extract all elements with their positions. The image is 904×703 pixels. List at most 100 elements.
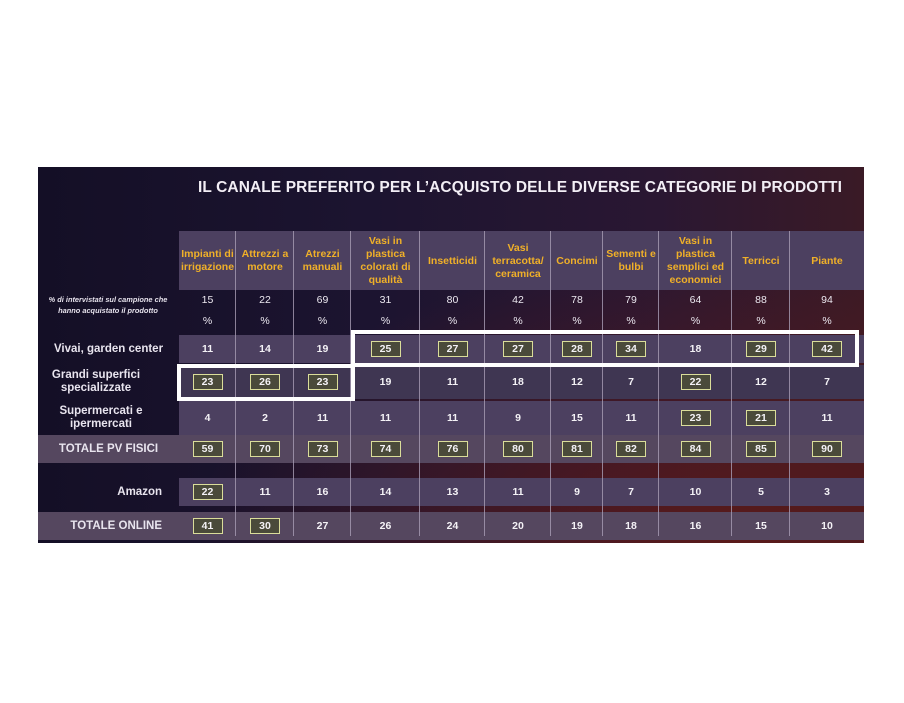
table-cell: 11	[603, 401, 659, 435]
table-cell: 2	[236, 401, 294, 435]
cell-value: 7	[628, 376, 634, 388]
cell-value: 70	[250, 441, 280, 457]
table-cell: 12	[732, 365, 790, 399]
cell-value: 28	[562, 341, 592, 357]
table-cell: 4	[179, 401, 236, 435]
column-header: Vasi in plastica semplici ed economici	[666, 235, 725, 286]
table-cell: 28	[551, 335, 603, 363]
column-header: Vasi terracotta/ ceramica	[492, 241, 544, 280]
table-cell: 81	[551, 435, 603, 463]
cell-value: 73	[307, 441, 338, 457]
cell-value: 12	[571, 376, 583, 388]
cell-value: 13	[446, 486, 459, 498]
table-cell: 9	[485, 401, 551, 435]
table-cell: 25	[351, 335, 420, 363]
sample-share-value: 31	[379, 294, 392, 306]
cell-value: 19	[571, 520, 583, 532]
table-cell: 3	[790, 478, 864, 506]
cell-value: 22	[680, 374, 711, 390]
table-cell: 7	[603, 478, 659, 506]
table-cell: 22	[179, 478, 236, 506]
table-cell: 10	[790, 512, 864, 540]
sample-share-value: 80	[446, 294, 459, 306]
cell-value: 18	[512, 376, 524, 388]
sample-share-value: 94	[821, 294, 833, 306]
table-cell: 5	[732, 478, 790, 506]
cell-value: 9	[515, 412, 521, 424]
column-divider	[235, 231, 236, 536]
column-header: Attrezzi a motore	[241, 248, 289, 273]
cell-value: 12	[755, 376, 767, 388]
cell-value: 27	[316, 520, 329, 532]
cell-value: 85	[746, 441, 776, 457]
cell-value: 41	[192, 518, 223, 534]
cell-value: 19	[316, 343, 329, 355]
cell-value: 16	[689, 520, 702, 532]
table-cell: 85	[732, 435, 790, 463]
cell-value: 23	[680, 410, 711, 426]
row-label: Vivai, garden center	[53, 342, 164, 355]
table-cell: 23	[659, 401, 732, 435]
percent-symbol: %	[626, 315, 636, 327]
percent-symbol: %	[690, 315, 701, 327]
table-cell: 11	[790, 401, 864, 435]
percent-symbol: %	[447, 315, 458, 327]
cell-value: 7	[628, 486, 634, 498]
table-cell: 18	[485, 365, 551, 399]
percent-symbol: %	[380, 315, 391, 327]
table-cell: 74	[351, 435, 420, 463]
table-cell: 73	[294, 435, 351, 463]
percent-symbol: %	[513, 315, 523, 327]
column-header: Insetticidi	[427, 254, 477, 267]
column-divider	[731, 231, 732, 536]
table-cell: 19	[351, 365, 420, 399]
table-cell: 12	[551, 365, 603, 399]
percent-symbol: %	[572, 315, 582, 327]
column-header: Concimi	[556, 254, 598, 267]
cell-value: 3	[824, 486, 830, 498]
table-cell: 11	[294, 401, 351, 435]
column-divider	[419, 231, 420, 536]
table-cell: 14	[236, 335, 294, 363]
cell-value: 10	[821, 520, 833, 532]
column-divider	[350, 231, 351, 536]
table-cell: 82	[603, 435, 659, 463]
cell-value: 26	[250, 374, 280, 390]
table-cell: 14	[351, 478, 420, 506]
cell-value: 4	[204, 412, 211, 424]
cell-value: 11	[201, 343, 214, 355]
cell-value: 80	[503, 441, 533, 457]
cell-value: 18	[625, 520, 637, 532]
cell-value: 9	[574, 486, 580, 498]
cell-value: 11	[446, 376, 459, 388]
table-cell: 27	[294, 512, 351, 540]
table-cell: 26	[236, 365, 294, 399]
cell-value: 15	[755, 520, 767, 532]
percent-symbol: %	[317, 315, 328, 327]
table-cell: 11	[236, 478, 294, 506]
cell-value: 59	[192, 441, 223, 457]
row-band	[38, 512, 864, 540]
table-cell: 9	[551, 478, 603, 506]
cell-value: 76	[437, 441, 468, 457]
column-divider	[602, 231, 603, 536]
cell-value: 11	[821, 412, 833, 424]
table-cell: 80	[485, 435, 551, 463]
table-cell: 26	[351, 512, 420, 540]
percent-symbol: %	[756, 315, 766, 327]
percent-symbol: %	[260, 315, 270, 327]
table-cell: 19	[294, 335, 351, 363]
table-cell: 7	[790, 365, 864, 399]
column-header: Vasi in plastica colorati di qualità	[360, 235, 411, 286]
table-cell: 70	[236, 435, 294, 463]
cell-value: 30	[250, 518, 280, 534]
column-divider	[484, 231, 485, 536]
table-cell: 21	[732, 401, 790, 435]
cell-value: 5	[758, 486, 764, 498]
table-cell: 34	[603, 335, 659, 363]
table-cell: 18	[659, 335, 732, 363]
cell-value: 90	[812, 441, 842, 457]
table-cell: 11	[420, 401, 485, 435]
cell-value: 42	[812, 341, 842, 357]
cell-value: 11	[625, 412, 637, 424]
